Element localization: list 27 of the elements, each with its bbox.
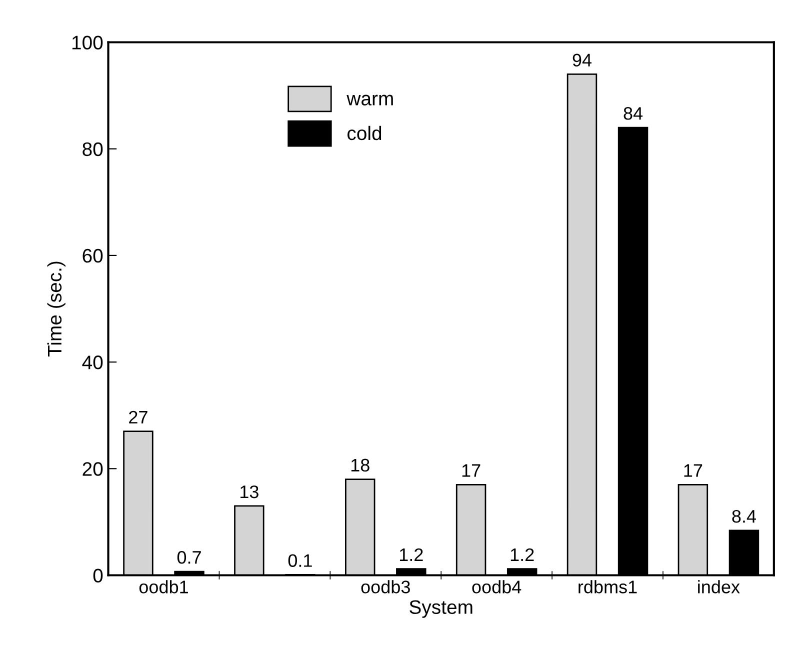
- data-label: 1.2: [510, 548, 534, 561]
- y-tick-label: 40: [82, 356, 103, 370]
- x-axis-title: System: [410, 600, 472, 618]
- data-label: 13: [240, 485, 258, 498]
- x-tick-label: rdbms1: [578, 580, 637, 594]
- y-tick-label: 80: [82, 142, 103, 156]
- data-label: 1.2: [400, 548, 423, 561]
- y-tick-label: 0: [93, 568, 103, 582]
- legend-label: cold: [347, 126, 382, 140]
- y-axis-title: Time (sec.): [47, 262, 66, 357]
- x-tick-label: oodb1: [139, 580, 188, 594]
- legend-label: warm: [346, 94, 393, 106]
- data-label: 94: [572, 54, 592, 66]
- data-label: 0.7: [177, 551, 201, 564]
- data-label: 17: [684, 464, 702, 477]
- data-label: 18: [351, 458, 370, 472]
- y-tick-label: 20: [82, 462, 103, 476]
- y-tick-label: 100: [72, 36, 103, 50]
- data-label: 8.4: [732, 510, 756, 523]
- x-tick-label: oodb3: [361, 580, 410, 594]
- data-label: 27: [129, 410, 148, 424]
- data-label: 84: [624, 107, 643, 120]
- x-tick-label: oodb4: [472, 580, 522, 594]
- x-tick-label: index: [698, 580, 740, 594]
- data-label: 0.1: [288, 554, 312, 567]
- data-label: 17: [462, 464, 480, 477]
- y-tick-label: 60: [82, 248, 103, 263]
